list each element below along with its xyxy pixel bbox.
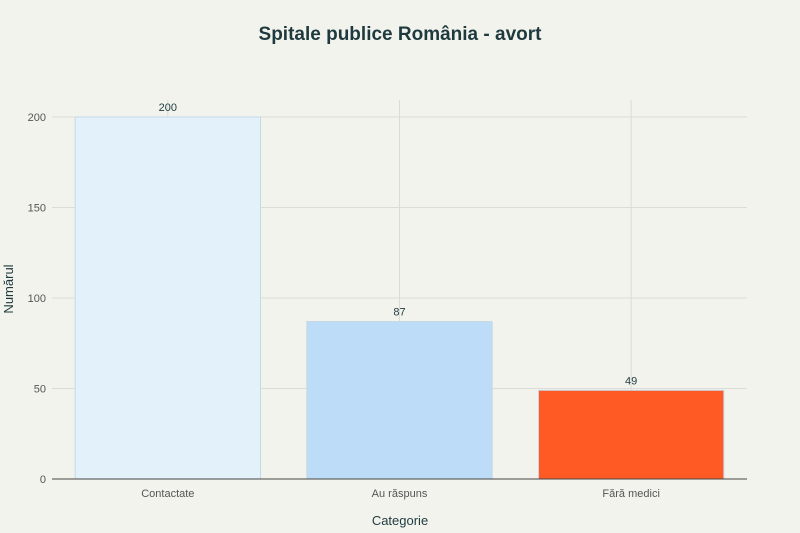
x-tick-label: Fără medici <box>602 488 659 500</box>
bar-value-label: 49 <box>625 375 637 387</box>
bars: 200 87 49 <box>74 102 725 480</box>
x-tick-label: Contactate <box>141 488 194 500</box>
bar-value-label: 200 <box>159 102 177 114</box>
bar-2 <box>306 321 493 480</box>
chart-title: Spitale publice România - avort <box>259 24 543 45</box>
y-axis-ticks: 0 50 100 150 200 <box>28 112 46 486</box>
bar-3 <box>538 389 725 480</box>
y-tick-label: 200 <box>28 112 46 124</box>
y-tick-label: 50 <box>34 384 46 396</box>
y-tick-label: 0 <box>40 474 46 486</box>
y-tick-label: 100 <box>28 293 46 305</box>
y-axis-title: Numărul <box>1 264 16 313</box>
y-tick-label: 150 <box>28 203 46 215</box>
bar-value-label: 87 <box>393 307 405 319</box>
x-axis-ticks: Contactate Au răspuns Fără medici <box>141 488 660 500</box>
bar-1 <box>74 116 261 480</box>
x-axis-title: Categorie <box>372 513 428 528</box>
x-tick-label: Au răspuns <box>372 488 428 500</box>
